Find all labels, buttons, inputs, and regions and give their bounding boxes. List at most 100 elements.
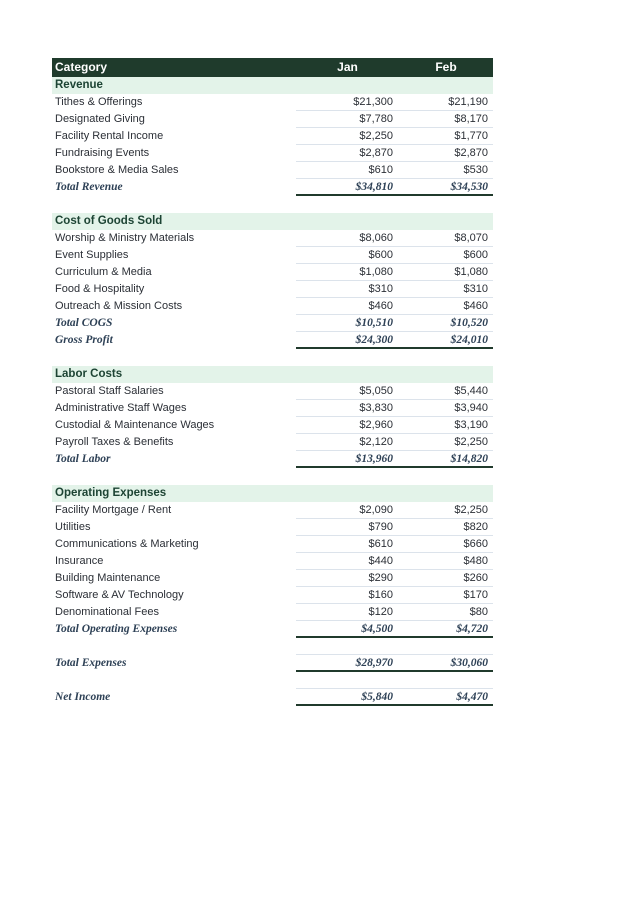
jan-amount: $440: [296, 553, 399, 570]
table-row: Custodial & Maintenance Wages $2,960 $3,…: [52, 417, 493, 434]
row-label: Worship & Ministry Materials: [55, 232, 195, 244]
jan-total: $24,300: [296, 332, 399, 349]
jan-amount: $2,090: [296, 502, 399, 519]
header-category: Category: [55, 60, 108, 74]
table-row: Denominational Fees $120 $80: [52, 604, 493, 621]
jan-amount: $5,050: [296, 383, 399, 400]
feb-total: $30,060: [399, 655, 493, 672]
feb-amount: $480: [399, 553, 493, 570]
total-label: Net Income: [55, 691, 111, 703]
jan-amount: $310: [296, 281, 399, 298]
table-row: Worship & Ministry Materials $8,060 $8,0…: [52, 230, 493, 247]
header-jan: Jan: [337, 60, 358, 74]
section-title: Operating Expenses: [55, 487, 167, 499]
table-row: Event Supplies $600 $600: [52, 247, 493, 264]
feb-amount: $530: [399, 162, 493, 179]
jan-amount: $8,060: [296, 230, 399, 247]
section-title: Cost of Goods Sold: [55, 215, 163, 227]
feb-amount: $2,870: [399, 145, 493, 162]
spacer-row: [52, 672, 493, 689]
total-label: Gross Profit: [55, 334, 113, 346]
header-row: Category Jan Feb: [52, 58, 493, 77]
feb-amount: $3,940: [399, 400, 493, 417]
jan-amount: $21,300: [296, 94, 399, 111]
feb-amount: $1,080: [399, 264, 493, 281]
row-label: Denominational Fees: [55, 606, 159, 618]
section-title: Revenue: [55, 79, 103, 91]
row-label: Facility Rental Income: [55, 130, 164, 142]
feb-amount: $820: [399, 519, 493, 536]
row-label: Tithes & Offerings: [55, 96, 143, 108]
section-title: Labor Costs: [55, 368, 123, 380]
feb-amount: $5,440: [399, 383, 493, 400]
feb-total: $24,010: [399, 332, 493, 349]
total-label: Total Expenses: [55, 657, 127, 669]
jan-amount: $160: [296, 587, 399, 604]
jan-total: $5,840: [296, 689, 399, 706]
section-header-row-cogs: Cost of Goods Sold: [52, 213, 493, 230]
spacer-row: [52, 349, 493, 366]
jan-amount: $290: [296, 570, 399, 587]
spacer-row: [52, 196, 493, 213]
jan-total: $10,510: [296, 315, 399, 332]
row-label: Software & AV Technology: [55, 589, 184, 601]
table-row: Designated Giving $7,780 $8,170: [52, 111, 493, 128]
total-row-total-labor: Total Labor $13,960 $14,820: [52, 451, 493, 468]
jan-total: $28,970: [296, 655, 399, 672]
header-feb: Feb: [435, 60, 457, 74]
feb-amount: $310: [399, 281, 493, 298]
row-label: Pastoral Staff Salaries: [55, 385, 164, 397]
feb-total: $4,720: [399, 621, 493, 638]
table-row: Facility Mortgage / Rent $2,090 $2,250: [52, 502, 493, 519]
table-row: Payroll Taxes & Benefits $2,120 $2,250: [52, 434, 493, 451]
jan-amount: $2,960: [296, 417, 399, 434]
jan-amount: $2,250: [296, 128, 399, 145]
feb-total: $34,530: [399, 179, 493, 196]
table-row: Administrative Staff Wages $3,830 $3,940: [52, 400, 493, 417]
row-label: Payroll Taxes & Benefits: [55, 436, 174, 448]
row-label: Curriculum & Media: [55, 266, 152, 278]
table-row: Bookstore & Media Sales $610 $530: [52, 162, 493, 179]
row-label: Utilities: [55, 521, 91, 533]
table-row: Food & Hospitality $310 $310: [52, 281, 493, 298]
spacer-row: [52, 468, 493, 485]
budget-table: Category Jan Feb Revenue Tithes & Offeri…: [52, 58, 493, 706]
row-label: Outreach & Mission Costs: [55, 300, 183, 312]
table-row: Utilities $790 $820: [52, 519, 493, 536]
jan-amount: $600: [296, 247, 399, 264]
spacer-row: [52, 638, 493, 655]
jan-total: $13,960: [296, 451, 399, 468]
row-label: Communications & Marketing: [55, 538, 199, 550]
feb-amount: $600: [399, 247, 493, 264]
feb-amount: $260: [399, 570, 493, 587]
jan-amount: $610: [296, 162, 399, 179]
table-row: Software & AV Technology $160 $170: [52, 587, 493, 604]
feb-amount: $3,190: [399, 417, 493, 434]
row-label: Insurance: [55, 555, 104, 567]
table-row: Pastoral Staff Salaries $5,050 $5,440: [52, 383, 493, 400]
table-row: Communications & Marketing $610 $660: [52, 536, 493, 553]
table-row: Outreach & Mission Costs $460 $460: [52, 298, 493, 315]
table-row: Fundraising Events $2,870 $2,870: [52, 145, 493, 162]
table-row: Tithes & Offerings $21,300 $21,190: [52, 94, 493, 111]
feb-amount: $2,250: [399, 434, 493, 451]
row-label: Administrative Staff Wages: [55, 402, 187, 414]
row-label: Designated Giving: [55, 113, 145, 125]
feb-total: $4,470: [399, 689, 493, 706]
total-label: Total Labor: [55, 453, 111, 465]
section-header-row-labor: Labor Costs: [52, 366, 493, 383]
row-label: Fundraising Events: [55, 147, 150, 159]
jan-amount: $2,870: [296, 145, 399, 162]
row-label: Event Supplies: [55, 249, 129, 261]
feb-amount: $660: [399, 536, 493, 553]
table-row: Facility Rental Income $2,250 $1,770: [52, 128, 493, 145]
row-label: Facility Mortgage / Rent: [55, 504, 172, 516]
total-label: Total Operating Expenses: [55, 623, 178, 635]
feb-amount: $1,770: [399, 128, 493, 145]
feb-amount: $21,190: [399, 94, 493, 111]
total-label: Total COGS: [55, 317, 113, 329]
table-row: Building Maintenance $290 $260: [52, 570, 493, 587]
total-row-total-expenses: Total Expenses $28,970 $30,060: [52, 655, 493, 672]
table-row: Curriculum & Media $1,080 $1,080: [52, 264, 493, 281]
jan-amount: $460: [296, 298, 399, 315]
